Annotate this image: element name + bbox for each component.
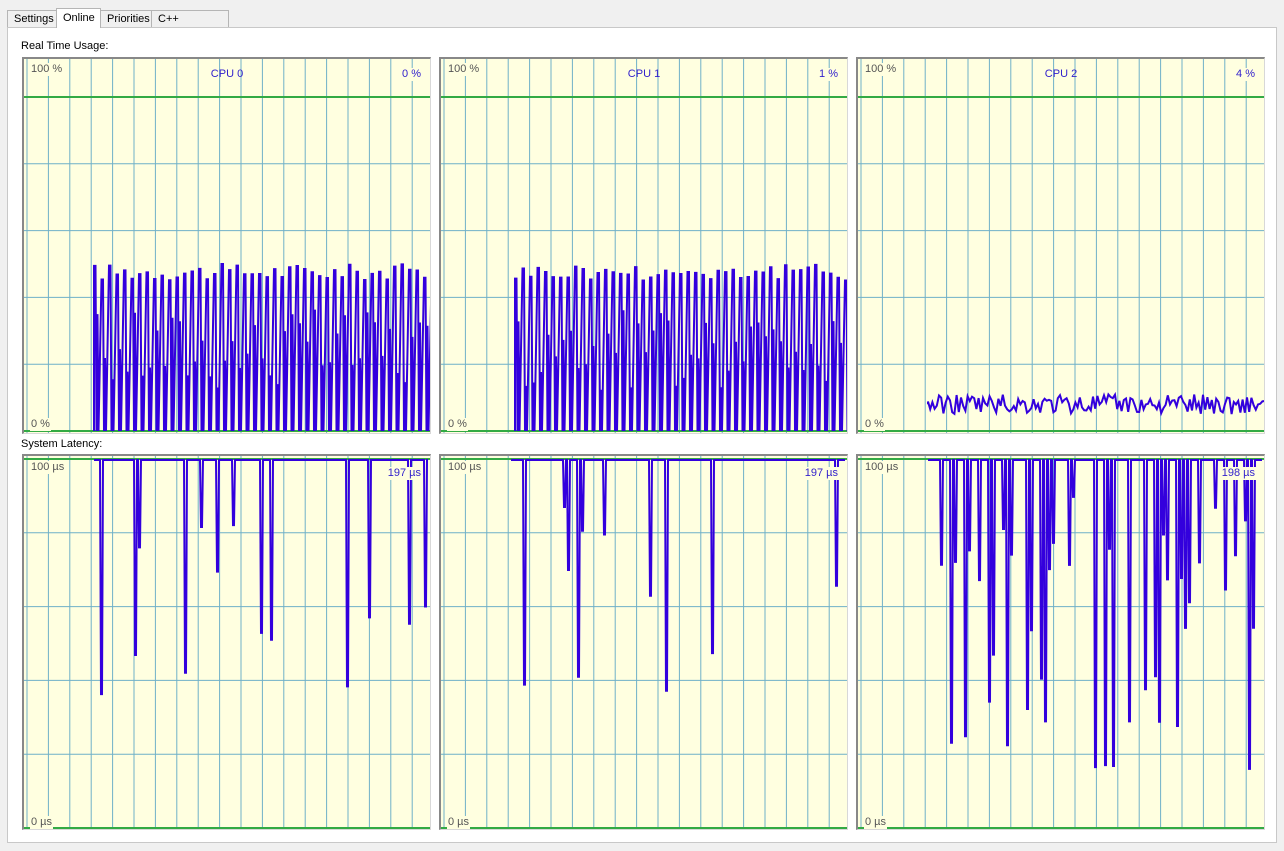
cpu-chart-2	[858, 59, 1264, 433]
cpu-usage-trace	[514, 263, 847, 432]
cpu-chart-1	[441, 59, 847, 433]
cpu-title: CPU 1	[627, 68, 661, 80]
latency-min-label: 0 µs	[30, 816, 54, 829]
latency-graph-0: 100 µs 197 µs 0 µs	[22, 454, 431, 830]
tab-priorities[interactable]: Priorities	[100, 10, 152, 27]
latency-min-label: 0 µs	[447, 816, 471, 829]
cpu-current-value: 4 %	[1235, 68, 1256, 81]
latency-trace	[511, 459, 845, 692]
latency-chart-1	[441, 456, 847, 829]
cpu-title: CPU 2	[1044, 68, 1078, 80]
system-latency-label: System Latency:	[21, 438, 103, 450]
realtime-usage-label: Real Time Usage:	[21, 40, 109, 52]
cpu-usage-trace	[93, 263, 430, 432]
latency-min-label: 0 µs	[864, 816, 888, 829]
latency-max-label: 100 µs	[447, 461, 483, 474]
latency-graph-2: 100 µs 198 µs 0 µs	[856, 454, 1265, 830]
tab-online[interactable]: Online	[56, 8, 101, 28]
latency-current-value: 198 µs	[1220, 467, 1256, 480]
cpu-min-label: 0 %	[447, 418, 468, 431]
cpu-chart-0	[24, 59, 430, 433]
latency-max-label: 100 µs	[864, 461, 900, 474]
cpu-current-value: 1 %	[818, 68, 839, 81]
online-panel: Real Time Usage: 100 % CPU 0 0 % 0 % 100…	[7, 27, 1277, 843]
latency-trace	[94, 459, 428, 696]
cpu-min-label: 0 %	[864, 418, 885, 431]
tab-cpp-debugger[interactable]: C++ Debugger	[151, 10, 229, 42]
cpu-current-value: 0 %	[401, 68, 422, 81]
latency-max-label: 100 µs	[30, 461, 66, 474]
latency-current-value: 197 µs	[803, 467, 839, 480]
latency-current-value: 197 µs	[386, 467, 422, 480]
latency-chart-2	[858, 456, 1264, 829]
cpu-max-label: 100 %	[30, 63, 64, 76]
cpu-title: CPU 0	[210, 68, 244, 80]
cpu-min-label: 0 %	[30, 418, 51, 431]
latency-graph-1: 100 µs 197 µs 0 µs	[439, 454, 848, 830]
cpu-max-label: 100 %	[864, 63, 898, 76]
cpu-graph-2: 100 % CPU 2 4 % 0 %	[856, 57, 1265, 434]
latency-chart-0	[24, 456, 430, 829]
cpu-max-label: 100 %	[447, 63, 481, 76]
latency-trace	[928, 459, 1262, 770]
tab-settings[interactable]: Settings	[7, 10, 57, 27]
cpu-usage-trace	[927, 391, 1264, 417]
cpu-graph-0: 100 % CPU 0 0 % 0 %	[22, 57, 431, 434]
cpu-graph-1: 100 % CPU 1 1 % 0 %	[439, 57, 848, 434]
